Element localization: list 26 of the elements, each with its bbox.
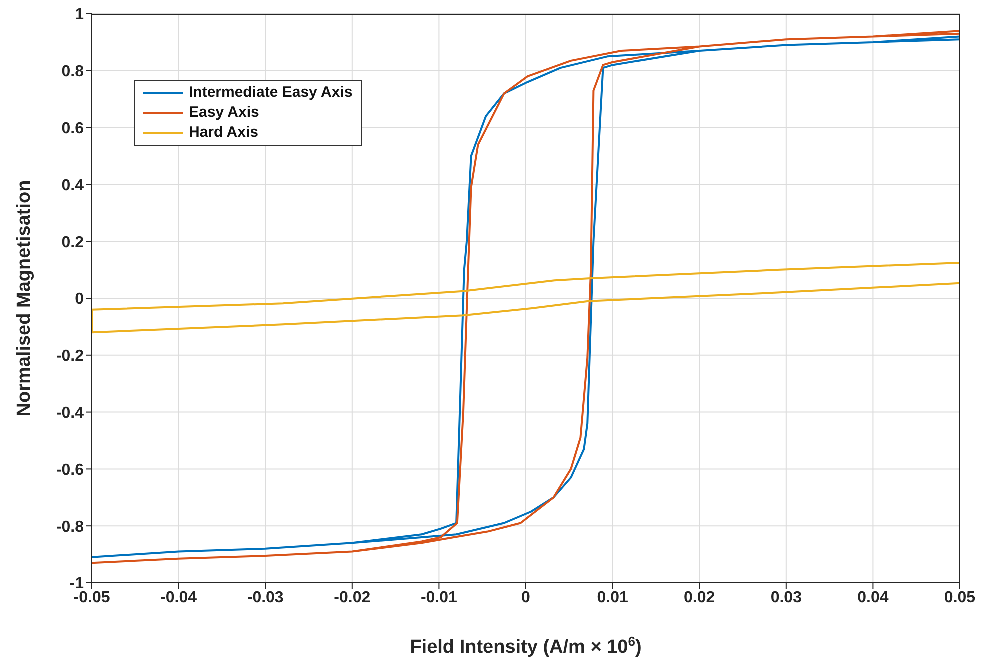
x-tick-label: -0.04 bbox=[160, 589, 198, 606]
x-tick-label: 0 bbox=[522, 589, 531, 606]
x-tick-label: 0.02 bbox=[684, 589, 716, 606]
y-tick-label: 0.2 bbox=[62, 234, 84, 252]
y-tick-label: 1 bbox=[75, 6, 84, 24]
y-tick-label: -0.8 bbox=[56, 518, 84, 536]
x-tick-label: 0.03 bbox=[770, 589, 802, 606]
x-axis-title: Field Intensity (A/m × 10$^{6}$) bbox=[410, 634, 642, 658]
x-tick-label: 0.04 bbox=[858, 589, 889, 606]
y-tick-label: -0.2 bbox=[56, 348, 84, 366]
x-tick-label: 0.01 bbox=[597, 589, 628, 606]
y-tick-label: -0.6 bbox=[56, 462, 84, 479]
line-series bbox=[92, 262, 960, 334]
x-tick-label: 0.05 bbox=[944, 589, 976, 606]
legend-label: Easy Axis bbox=[189, 103, 260, 123]
legend-label: Intermediate Easy Axis bbox=[189, 83, 353, 103]
y-tick-label: 0.6 bbox=[62, 120, 84, 138]
legend-label: Hard Axis bbox=[189, 123, 258, 143]
x-tick-label: -0.03 bbox=[247, 589, 284, 606]
y-tick-label: 0.4 bbox=[62, 177, 84, 194]
y-tick-label: -0.4 bbox=[56, 404, 84, 422]
x-tick-label: -0.02 bbox=[334, 589, 371, 606]
y-axis-title: Normalised Magnetisation bbox=[14, 180, 35, 417]
y-tick-label: 0.8 bbox=[62, 64, 84, 81]
y-tick-label: 0 bbox=[75, 291, 84, 308]
x-tick-label: -0.01 bbox=[420, 589, 458, 606]
